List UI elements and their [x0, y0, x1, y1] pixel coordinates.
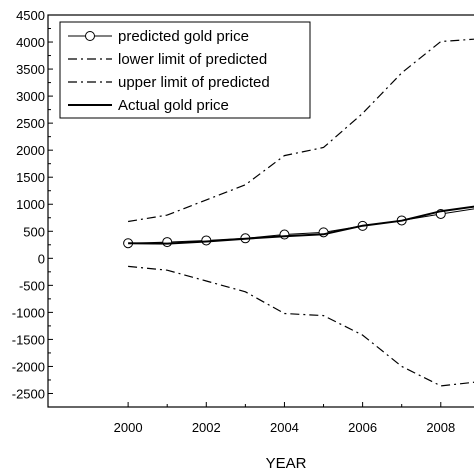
y-tick-label: 0	[38, 251, 45, 266]
legend-label-1: lower limit of predicted	[118, 51, 267, 68]
y-tick-label: 2500	[16, 116, 45, 131]
series-line-2	[128, 38, 474, 223]
plot-frame	[47, 14, 474, 408]
x-axis: 2000 2002 2004 2006 2008	[114, 402, 455, 435]
legend-label-0: predicted gold price	[118, 28, 249, 45]
x-tick-label: 2006	[348, 420, 377, 435]
legend: predicted gold price lower limit of predi…	[59, 21, 311, 119]
y-tick-label: 500	[23, 224, 45, 239]
legend-label-3: Actual gold price	[118, 97, 229, 114]
x-tick-label: 2000	[114, 420, 143, 435]
y-tick-label: -500	[19, 278, 45, 293]
y-tick-label: -2000	[12, 359, 45, 374]
legend-marker	[85, 31, 95, 41]
y-tick-label: 3500	[16, 62, 45, 77]
y-tick-label: -2500	[12, 386, 45, 401]
series-line-1	[128, 265, 474, 387]
series-line-0	[128, 208, 474, 244]
series-line-3	[128, 205, 474, 245]
y-tick-label: 4000	[16, 35, 45, 50]
y-tick-label: 2000	[16, 143, 45, 158]
legend-box	[59, 21, 311, 119]
x-tick-label: 2008	[426, 420, 455, 435]
legend-label-2: upper limit of predicted	[118, 74, 270, 91]
y-tick-label: 1000	[16, 197, 45, 212]
y-tick-label: -1000	[12, 305, 45, 320]
y-tick-label: 3000	[16, 89, 45, 104]
y-tick-label: 1500	[16, 170, 45, 185]
data-point	[162, 237, 173, 248]
y-tick-label: 4500	[16, 8, 45, 23]
x-axis-title: YEAR	[266, 455, 307, 472]
series-layer	[123, 38, 474, 387]
x-tick-label: 2004	[270, 420, 299, 435]
y-axis: -2500 -2000 -1500 -1000 -500 0 500 1000 1500 2000…	[12, 8, 53, 408]
data-point	[279, 229, 290, 240]
x-tick-label: 2002	[192, 420, 221, 435]
y-tick-label: -1500	[12, 332, 45, 347]
data-point	[318, 227, 329, 238]
